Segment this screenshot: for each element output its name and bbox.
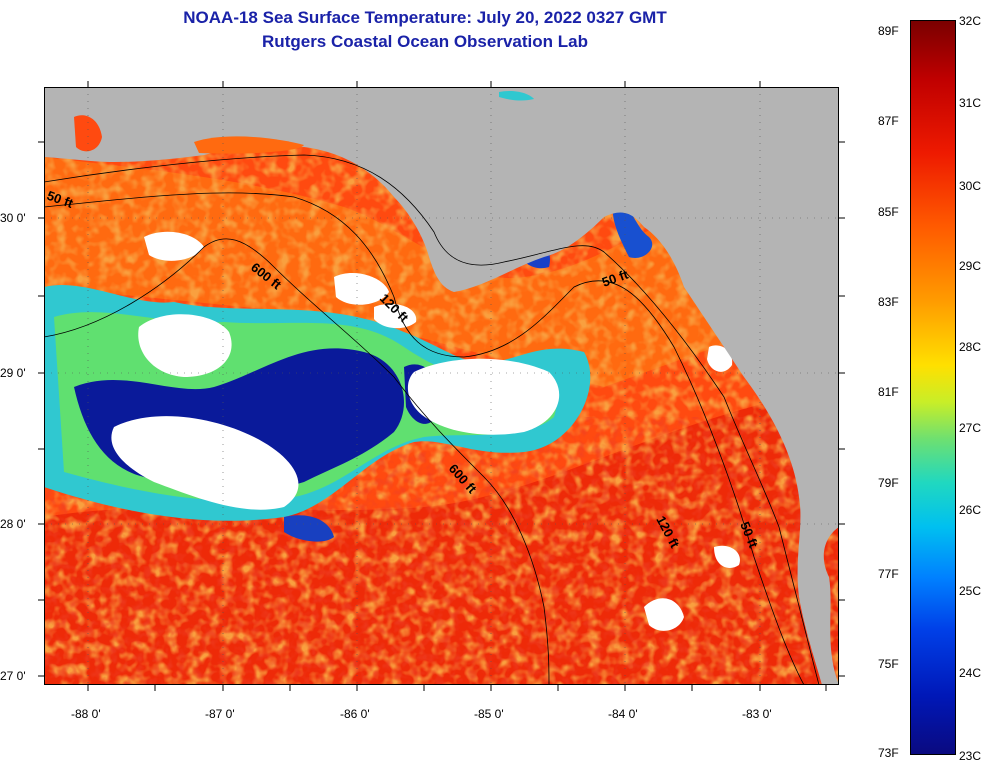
colorbar-label-73f: 73F bbox=[878, 746, 899, 760]
cloud-north-1 bbox=[334, 272, 389, 305]
lon-label-87: -87 0' bbox=[205, 707, 235, 721]
colorbar-label-25c: 25C bbox=[959, 584, 982, 598]
colorbar-label-29c: 29C bbox=[959, 259, 982, 273]
colorbar-label-26c: 26C bbox=[959, 503, 982, 517]
colorbar-label-31c: 31C bbox=[959, 96, 982, 110]
map-subtitle: Rutgers Coastal Ocean Observation Lab bbox=[262, 32, 588, 51]
lon-label-85: -85 0' bbox=[474, 707, 504, 721]
colorbar-label-85f: 85F bbox=[878, 205, 899, 219]
coastal-inlet-west bbox=[74, 115, 102, 152]
lat-label-29: 29 0' bbox=[0, 366, 26, 380]
land-mass bbox=[44, 87, 839, 685]
colorbar-label-79f: 79F bbox=[878, 476, 899, 490]
colorbar-label-24c: 24C bbox=[959, 666, 982, 680]
colorbar-label-81f: 81F bbox=[878, 385, 899, 399]
lon-label-86: -86 0' bbox=[340, 707, 370, 721]
lon-label-84: -84 0' bbox=[608, 707, 638, 721]
coastal-inlet-bay bbox=[194, 136, 304, 154]
lat-label-30: 30 0' bbox=[0, 211, 26, 225]
cloud-central bbox=[407, 358, 560, 435]
colorbar-label-89f: 89F bbox=[878, 24, 899, 38]
colorbar-label-32c: 32C bbox=[959, 14, 982, 28]
cloud-north-2 bbox=[374, 303, 417, 329]
colorbar-label-75f: 75F bbox=[878, 657, 899, 671]
contour-600ft bbox=[44, 238, 550, 685]
cloud-south-small bbox=[714, 545, 740, 568]
temperature-colorbar bbox=[910, 20, 956, 755]
sst-map: 50 ft 600 ft 120 ft 50 ft 600 ft 120 ft … bbox=[44, 87, 839, 685]
lon-label-88: -88 0' bbox=[71, 707, 101, 721]
cloud-west bbox=[138, 314, 232, 377]
colorbar-label-83f: 83F bbox=[878, 295, 899, 309]
cloud-east-small bbox=[707, 345, 733, 372]
colorbar-label-77f: 77F bbox=[878, 567, 899, 581]
map-frame bbox=[44, 87, 839, 685]
cloud-southeast bbox=[644, 598, 684, 631]
colorbar-label-23c: 23C bbox=[959, 749, 982, 763]
map-title: NOAA-18 Sea Surface Temperature: July 20… bbox=[183, 8, 667, 27]
colorbar-label-27c: 27C bbox=[959, 421, 982, 435]
cloud-small-1 bbox=[234, 476, 294, 506]
lake-north bbox=[499, 90, 534, 101]
lat-label-27: 27 0' bbox=[0, 669, 26, 683]
contour-120ft bbox=[44, 192, 805, 685]
colorbar-label-87f: 87F bbox=[878, 114, 899, 128]
cloud-northwest bbox=[144, 231, 204, 261]
lat-label-28: 28 0' bbox=[0, 517, 26, 531]
contour-50ft bbox=[44, 154, 820, 685]
lon-label-83: -83 0' bbox=[742, 707, 772, 721]
colorbar-label-30c: 30C bbox=[959, 179, 982, 193]
cold-patch-northeast bbox=[612, 198, 653, 258]
colorbar-label-28c: 28C bbox=[959, 340, 982, 354]
cold-patch-bay bbox=[284, 515, 334, 542]
